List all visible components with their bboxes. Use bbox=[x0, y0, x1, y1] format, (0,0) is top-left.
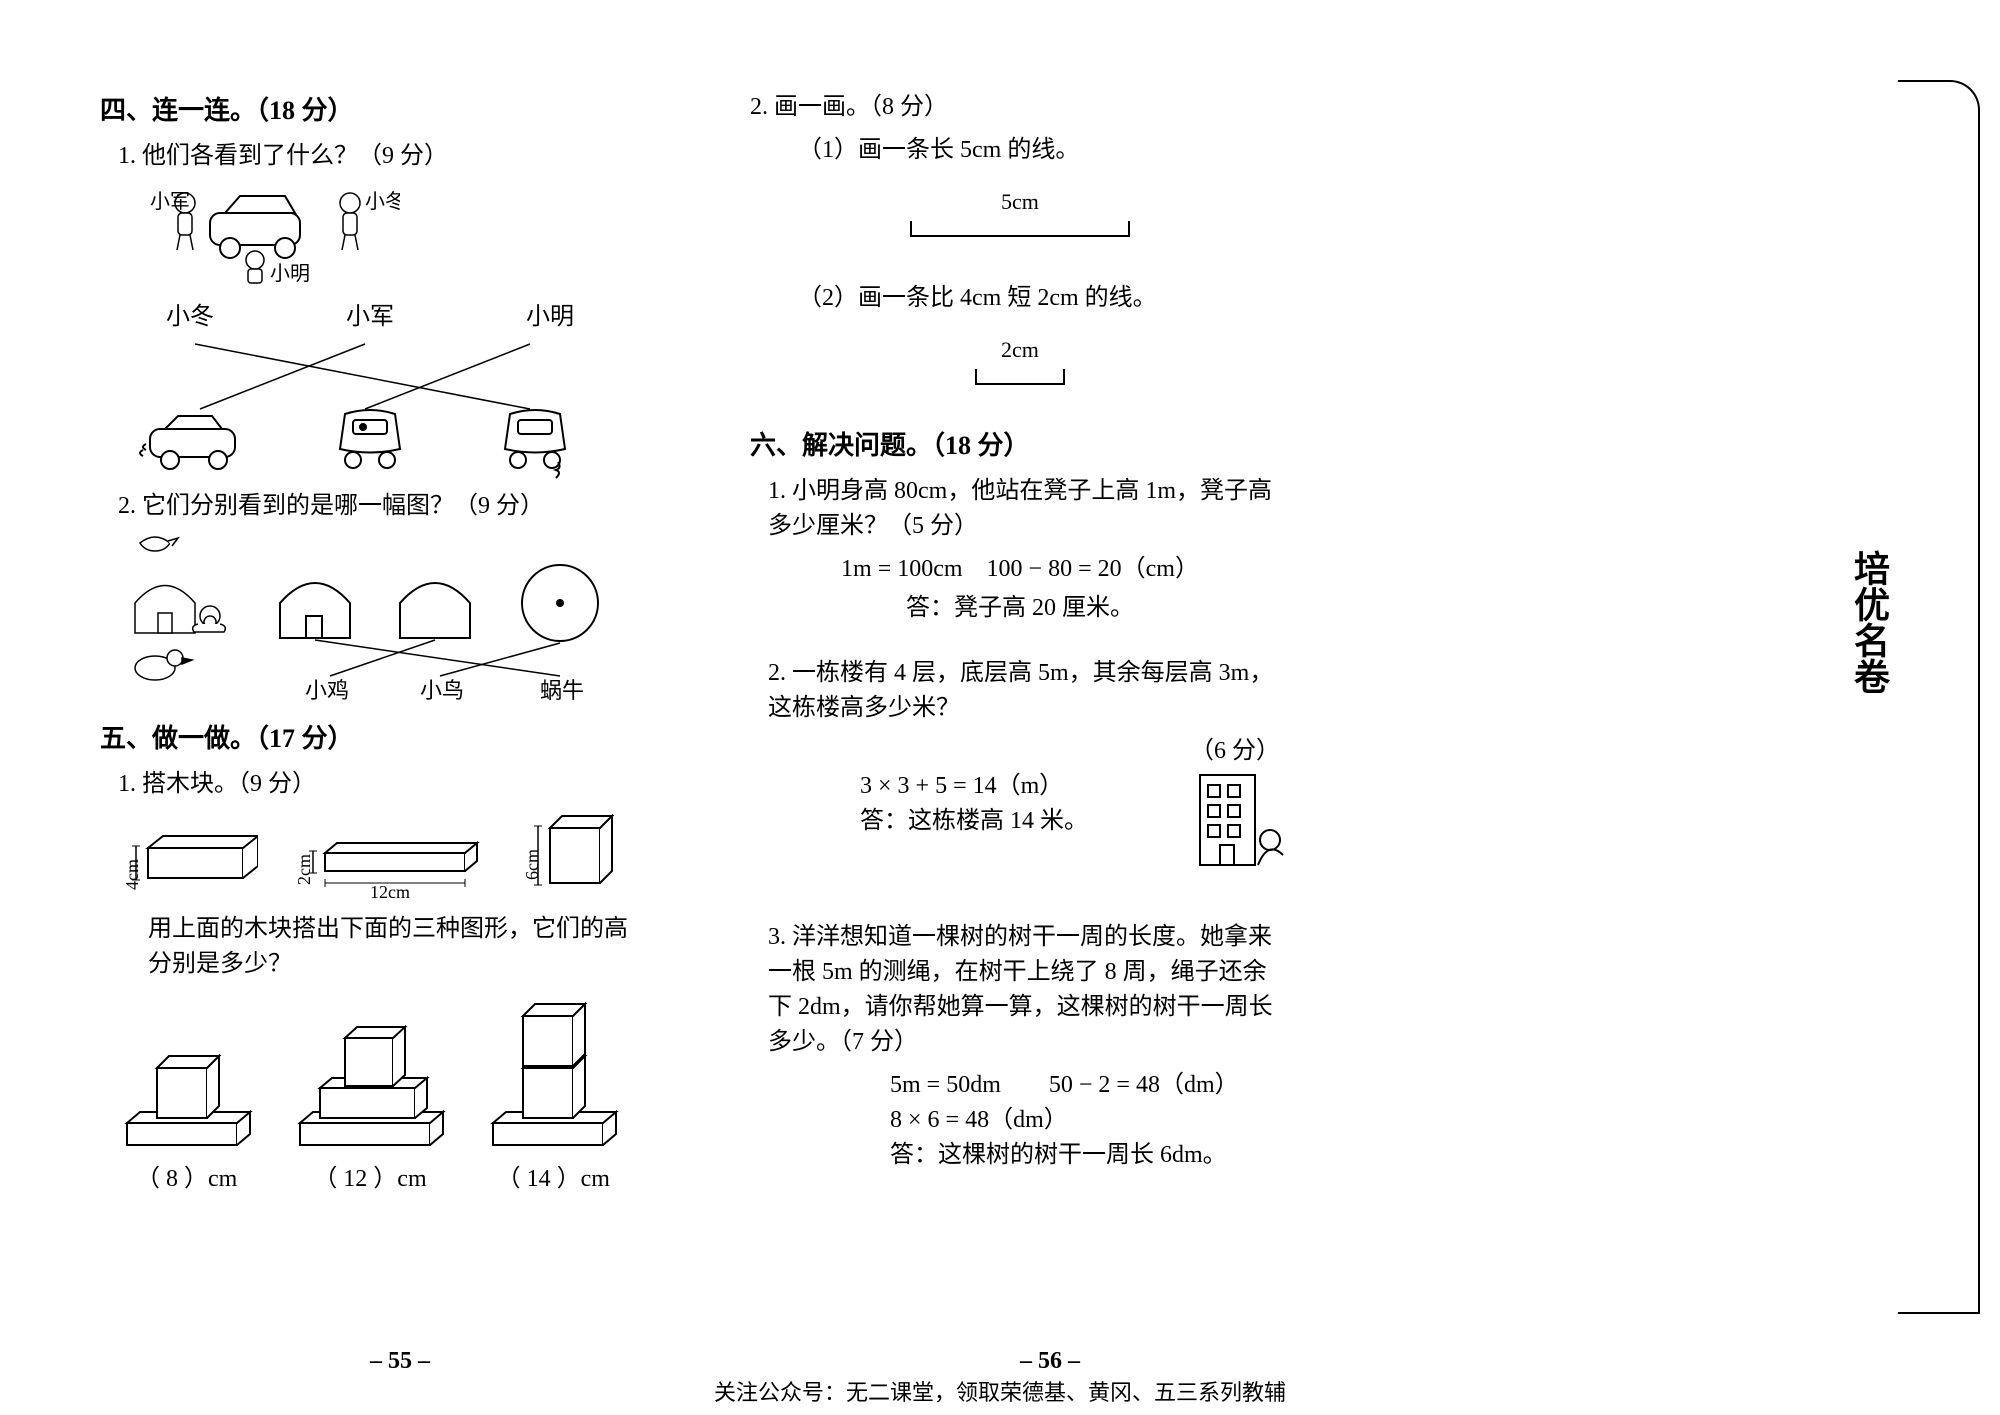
r-q2-p1: （1）画一条长 5cm 的线。 bbox=[798, 129, 1290, 164]
s4-q2-title: 2. 它们分别看到的是哪一幅图？（9 分） bbox=[118, 485, 640, 520]
s6-q3-ans: 答：这棵树的树干一周长 6dm。 bbox=[890, 1134, 1290, 1169]
s4-q2-scene: 小鸡 小鸟 蜗牛 bbox=[120, 528, 640, 708]
line-5cm-wrap: 5cm bbox=[750, 189, 1290, 242]
page-num-left: – 55 – bbox=[100, 1348, 700, 1375]
worksheet-page: 四、连一连。（18 分） 1. 他们各看到了什么？（9 分） bbox=[0, 0, 2000, 1415]
label-bird: 小鸟 bbox=[420, 678, 464, 703]
s6-q3-w2: 8 × 6 = 48（dm） bbox=[890, 1099, 1290, 1134]
section6-heading: 六、解决问题。（18 分） bbox=[750, 425, 1290, 462]
s6-q3-w1: 5m = 50dm 50 − 2 = 48（dm） bbox=[890, 1064, 1290, 1099]
ans-3: （ 14 ）cm bbox=[478, 1158, 628, 1193]
section4-heading: 四、连一连。（18 分） bbox=[100, 90, 640, 127]
side-tab bbox=[1898, 80, 1980, 1314]
label-chicken: 小鸡 bbox=[305, 678, 349, 703]
s4-q1-names: 小冬 小军 小明 bbox=[100, 296, 640, 331]
r-q2-title: 2. 画一画。（8 分） bbox=[750, 86, 1290, 121]
block-2x12: 2cm 12cm bbox=[295, 818, 485, 898]
s4-q1-match bbox=[100, 339, 640, 479]
r-q2-p2: （2）画一条比 4cm 短 2cm 的线。 bbox=[798, 277, 1290, 312]
block-4cm: 4cm bbox=[118, 818, 258, 898]
label-xiaoming: 小明 bbox=[270, 262, 310, 285]
s5-instruction: 用上面的木块搭出下面的三种图形，它们的高分别是多少？ bbox=[148, 908, 640, 978]
stacks-row: （ 8 ）cm （ 12 ）cm bbox=[100, 988, 640, 1193]
side-logo: 培优名卷 bbox=[1843, 550, 1895, 694]
s6-q1-work: 1m = 100cm 100 − 80 = 20（cm） bbox=[750, 548, 1290, 583]
section5-heading: 五、做一做。（17 分） bbox=[100, 718, 640, 755]
page-num-right: – 56 – bbox=[750, 1348, 1350, 1375]
stack-1: （ 8 ）cm bbox=[112, 1028, 262, 1193]
line5-label: 5cm bbox=[750, 189, 1290, 215]
blocks-row: 4cm 2cm 12cm bbox=[100, 808, 640, 898]
s6-q1-ans: 答：凳子高 20 厘米。 bbox=[750, 587, 1290, 622]
s6-q2-title: 2. 一栋楼有 4 层，底层高 5m，其余每层高 3m，这栋楼高多少米？ bbox=[768, 652, 1290, 722]
s4-q1-scene: 小军 小冬 小明 bbox=[100, 178, 640, 288]
svg-text:12cm: 12cm bbox=[370, 882, 410, 898]
footer-note: 关注公众号：无二课堂，领取荣德基、黄冈、五三系列教辅 bbox=[0, 1375, 2000, 1407]
line-2cm bbox=[975, 367, 1065, 385]
line-2cm-wrap: 2cm bbox=[750, 337, 1290, 390]
name-xd: 小冬 bbox=[166, 296, 214, 331]
s6-q1-title: 1. 小明身高 80cm，他站在凳子上高 1m，凳子高多少厘米？（5 分） bbox=[768, 470, 1290, 540]
name-xj: 小军 bbox=[346, 296, 394, 331]
stack-3: （ 14 ）cm bbox=[478, 988, 628, 1193]
s5-q1-title: 1. 搭木块。（9 分） bbox=[118, 763, 640, 798]
label-snail: 蜗牛 bbox=[540, 678, 584, 703]
scene-svg: 小军 小冬 小明 bbox=[100, 178, 400, 288]
q2-svg: 小鸡 小鸟 蜗牛 bbox=[120, 528, 640, 708]
s4-q1-title: 1. 他们各看到了什么？（9 分） bbox=[118, 135, 640, 170]
ans-2: （ 12 ）cm bbox=[285, 1158, 455, 1193]
building-icon bbox=[1190, 765, 1290, 875]
match-lines-1 bbox=[110, 339, 630, 479]
s6-q3-title: 3. 洋洋想知道一棵树的树干一周的长度。她拿来一根 5m 的测绳，在树干上绕了 … bbox=[768, 916, 1290, 1056]
svg-text:6cm: 6cm bbox=[522, 849, 542, 880]
column-right: 2. 画一画。（8 分） （1）画一条长 5cm 的线。 5cm （2）画一条比… bbox=[720, 0, 1320, 1415]
svg-text:4cm: 4cm bbox=[122, 859, 142, 890]
name-xm: 小明 bbox=[526, 296, 574, 331]
label-xiaojun: 小军 bbox=[150, 190, 190, 213]
ans-1: （ 8 ）cm bbox=[112, 1158, 262, 1193]
label-xiaodong: 小冬 bbox=[365, 190, 400, 213]
stack-2: （ 12 ）cm bbox=[285, 1008, 455, 1193]
s6-q2-pts: （6 分） bbox=[750, 730, 1280, 765]
svg-text:2cm: 2cm bbox=[295, 854, 314, 885]
line-5cm bbox=[910, 219, 1130, 237]
line2-label: 2cm bbox=[750, 337, 1290, 363]
column-left: 四、连一连。（18 分） 1. 他们各看到了什么？（9 分） bbox=[70, 0, 670, 1415]
block-6cm: 6cm bbox=[522, 808, 622, 898]
